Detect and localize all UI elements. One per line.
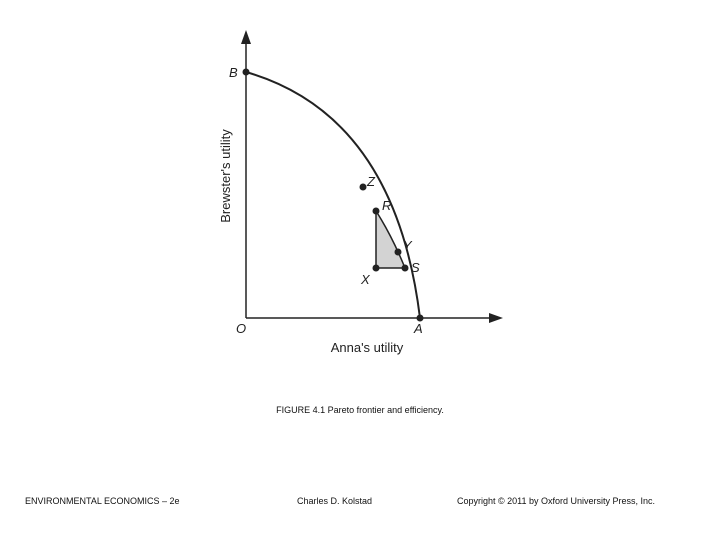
footer-copyright: Copyright © 2011 by Oxford University Pr… xyxy=(457,496,656,506)
x-axis-label: Anna's utility xyxy=(331,340,404,355)
label-Y: Y xyxy=(403,238,413,253)
pareto-frontier-diagram: B Z R Y S X A O Anna's utility Brewster'… xyxy=(218,30,503,355)
figure-caption: FIGURE 4.1 Pareto frontier and efficienc… xyxy=(276,405,444,415)
y-axis-arrow xyxy=(241,30,251,44)
label-R: R xyxy=(382,198,391,213)
footer-book-title: ENVIRONMENTAL ECONOMICS – 2e xyxy=(25,496,180,506)
y-axis-label: Brewster's utility xyxy=(218,129,233,223)
label-B: B xyxy=(229,65,238,80)
point-A xyxy=(416,314,424,322)
point-B xyxy=(242,68,250,76)
label-Z: Z xyxy=(366,174,376,189)
label-O: O xyxy=(236,321,246,336)
label-A: A xyxy=(413,321,423,336)
label-X: X xyxy=(360,272,371,287)
point-X xyxy=(372,264,380,272)
shaded-region xyxy=(375,208,407,269)
point-R xyxy=(372,207,380,215)
x-axis-arrow xyxy=(489,313,503,323)
point-Z xyxy=(359,183,367,191)
point-Y xyxy=(394,248,402,256)
point-S xyxy=(401,264,409,272)
footer-author: Charles D. Kolstad xyxy=(297,496,373,506)
label-S: S xyxy=(411,260,420,275)
pareto-frontier-curve xyxy=(245,71,421,319)
